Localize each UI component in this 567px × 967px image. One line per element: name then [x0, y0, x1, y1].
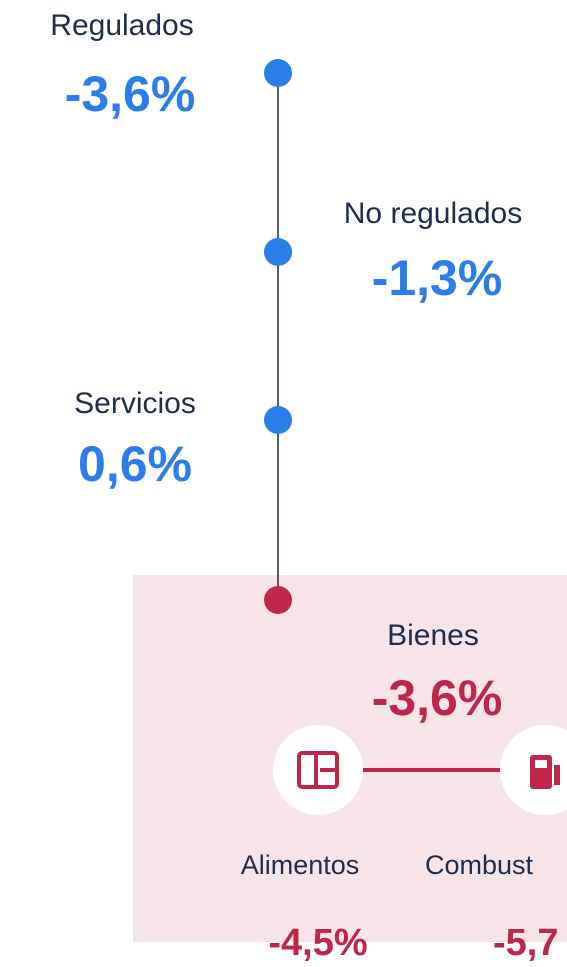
node-label: Regulados: [50, 9, 193, 42]
node-label: No regulados: [344, 197, 522, 230]
sub-value: -5,7: [493, 922, 558, 964]
fuel-icon: [530, 755, 560, 789]
node-value: -3,6%: [372, 670, 503, 726]
sub-label: Alimentos: [241, 850, 360, 880]
dot: [264, 59, 292, 87]
node-value: 0,6%: [78, 436, 192, 492]
node-value: -1,3%: [372, 250, 503, 306]
node-label: Bienes: [387, 619, 479, 652]
dot: [264, 586, 292, 614]
dot: [264, 406, 292, 434]
sub-label: Combust: [425, 850, 534, 880]
sub-value: -4,5%: [268, 922, 367, 964]
dot: [264, 238, 292, 266]
node-label: Servicios: [74, 387, 196, 420]
node-value: -3,6%: [65, 66, 196, 122]
food-icon: [297, 751, 339, 789]
